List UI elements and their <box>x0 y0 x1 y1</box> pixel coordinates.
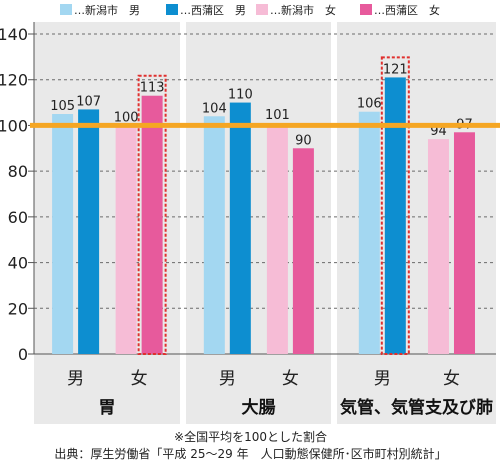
footnote: ※全国平均を100とした割合 <box>0 428 501 445</box>
data-label: 113 <box>140 81 165 96</box>
y-tick-label: 80 <box>8 162 28 181</box>
group-label: 男 <box>374 369 391 389</box>
panel-label: 大腸 <box>242 397 276 418</box>
y-tick-label: 0 <box>18 345 28 364</box>
bar <box>385 77 406 354</box>
data-label: 104 <box>202 101 227 116</box>
bar <box>230 103 251 354</box>
y-tick-label: 140 <box>0 25 28 44</box>
group-label: 女 <box>282 369 299 389</box>
bar <box>204 116 225 354</box>
data-label: 90 <box>295 133 312 148</box>
y-tick-label: 20 <box>8 299 28 318</box>
bar <box>359 112 380 354</box>
group-label: 男 <box>219 369 236 389</box>
data-label: 106 <box>357 97 382 112</box>
group-label: 男 <box>67 369 84 389</box>
y-tick-label: 40 <box>8 254 28 273</box>
bar <box>293 148 314 354</box>
y-tick-label: 120 <box>0 71 28 90</box>
bar <box>428 139 449 354</box>
group-label: 女 <box>131 369 148 389</box>
bar <box>116 125 137 354</box>
bar <box>78 109 99 354</box>
panel-label: 気管、気管支及び肺 <box>339 397 493 418</box>
y-tick-label: 60 <box>8 208 28 227</box>
data-label: 121 <box>383 62 408 77</box>
y-tick-label: 100 <box>0 116 28 135</box>
bar <box>142 96 163 354</box>
group-label: 女 <box>443 369 460 389</box>
panel-label: 胃 <box>99 398 116 418</box>
data-label: 105 <box>50 99 75 114</box>
data-label: 101 <box>265 108 290 123</box>
bar <box>267 123 288 354</box>
source-note: 出典：厚生労働省「平成 25〜29 年 人口動態保健所･区市町村別統計」 <box>0 445 501 462</box>
data-label: 110 <box>228 88 253 103</box>
bar <box>52 114 73 354</box>
data-label: 107 <box>76 94 101 109</box>
bar <box>454 132 475 354</box>
